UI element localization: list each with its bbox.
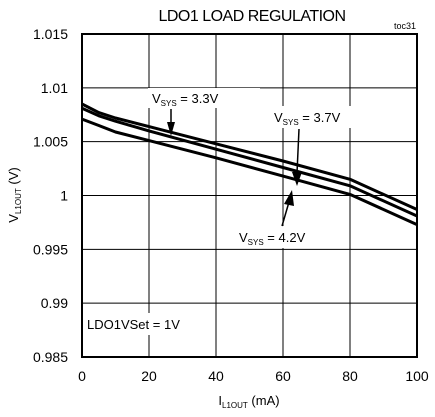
y-tick-label: 1.015 <box>33 26 68 42</box>
annotation-text: LDO1VSet = 1V <box>87 317 180 332</box>
series-line-1 <box>81 106 418 218</box>
series-label-arrow-1-line <box>296 128 300 174</box>
y-tick-label: 0.995 <box>33 241 68 257</box>
x-tick-label: 100 <box>405 368 429 384</box>
series-line-2 <box>81 117 418 226</box>
plot-border <box>81 33 418 358</box>
annotation-box: LDO1VSet = 1V <box>86 313 210 335</box>
series-label-1-background <box>270 106 360 128</box>
series-label-1-rest: = 3.7V <box>299 110 341 125</box>
x-tick-label: 0 <box>78 368 86 384</box>
x-tick-label: 40 <box>208 368 224 384</box>
series-label-0-sub: SYS <box>161 99 177 108</box>
series-label-2-text: VSYS = 4.2V <box>239 230 306 247</box>
label-layer: VSYS = 3.3V VSYS = 3.7V VSYS = 4.2V LDO1… <box>86 88 360 335</box>
grid-layer <box>82 34 417 357</box>
x-tick-label: 20 <box>141 368 157 384</box>
series-label-arrow-0-head <box>167 122 175 136</box>
x-axis-title-main: I <box>218 393 222 408</box>
series-label-1-text: VSYS = 3.7V <box>274 110 341 127</box>
x-axis-title-unit: (mA) <box>248 393 280 408</box>
y-tick-label: 1 <box>60 188 68 204</box>
y-tick-label: 1.01 <box>41 80 68 96</box>
series-label-2-background <box>235 226 335 248</box>
chart-tag: toc31 <box>394 21 416 31</box>
chart-title: LDO1 LOAD REGULATION <box>158 8 345 25</box>
series-label-0: VSYS = 3.3V <box>148 88 260 108</box>
series-label-1-main: V <box>274 110 283 125</box>
series-label-2-main: V <box>239 230 248 245</box>
x-axis-title: IL1OUT (mA) <box>218 393 279 410</box>
y-axis-title: VL1OUT (V) <box>6 167 23 222</box>
series-label-1: VSYS = 3.7V <box>270 106 360 128</box>
x-tick-label: 60 <box>275 368 291 384</box>
series-label-0-rest: = 3.3V <box>177 91 219 106</box>
series-label-arrow-1-head <box>292 172 302 186</box>
y-tick-label: 0.985 <box>33 349 68 365</box>
annotation-background <box>86 313 210 335</box>
y-tick-label: 1.005 <box>33 134 68 150</box>
series-label-arrow-1 <box>292 128 302 186</box>
series-layer <box>81 102 418 226</box>
series-label-1-sub: SYS <box>283 118 299 127</box>
series-label-0-background <box>148 88 260 108</box>
y-tick-label: 0.99 <box>41 295 68 311</box>
series-label-0-text: VSYS = 3.3V <box>152 91 219 108</box>
y-axis-title-unit: (V) <box>6 167 21 188</box>
series-label-arrow-0 <box>167 109 175 136</box>
series-label-2-sub: SYS <box>248 238 264 247</box>
series-line-0 <box>81 102 418 211</box>
tick-label-layer: 0 20 40 60 80 100 0.985 0.99 0.995 1 1.005 1.01 1.01… <box>33 26 429 384</box>
series-label-arrow-2-line <box>281 201 290 227</box>
series-label-2: VSYS = 4.2V <box>235 226 335 248</box>
x-axis-title-sub: L1OUT <box>222 401 248 410</box>
y-axis-title-main: V <box>6 214 21 223</box>
series-label-arrow-2-head <box>284 190 294 206</box>
y-axis-title-sub: L1OUT <box>14 188 23 214</box>
series-label-0-main: V <box>152 91 161 106</box>
series-label-arrow-2 <box>281 190 294 227</box>
x-tick-label: 80 <box>342 368 358 384</box>
series-label-2-rest: = 4.2V <box>264 230 306 245</box>
